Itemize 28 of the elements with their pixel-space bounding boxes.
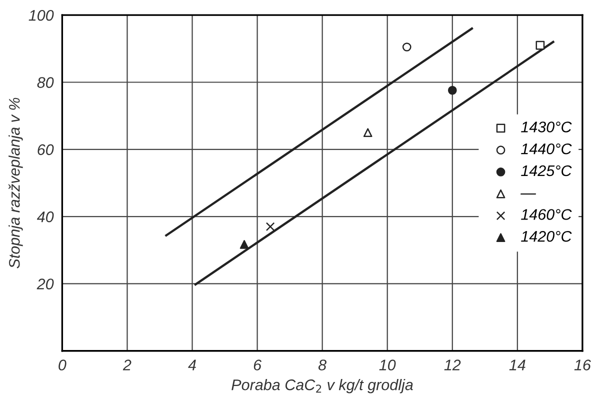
point — [536, 40, 545, 50]
point — [402, 42, 412, 52]
legend-label: 1430°C — [521, 122, 572, 132]
x-tick-label: 0 — [58, 360, 66, 370]
x-tick-label: 12 — [444, 360, 461, 370]
y-tick-label: 60 — [38, 144, 54, 156]
y-tick-label: 100 — [28, 10, 54, 21]
legend-label: — — [520, 193, 536, 195]
x-tick-label: 8 — [318, 360, 326, 370]
x-axis-title: Poraba CaC$_{2}$ v kg/t grodlja — [232, 379, 413, 394]
y-tick-label: 40 — [36, 211, 54, 222]
y-tick-label: 80 — [37, 77, 54, 88]
x-tick-label: 4 — [188, 360, 196, 370]
point — [363, 128, 372, 138]
y-tick-label: 20 — [36, 278, 54, 290]
point — [266, 222, 275, 232]
legend-label: 1440°C — [521, 143, 572, 154]
legend-label: 1425°C — [521, 165, 572, 176]
legend-label: 1420°C — [521, 230, 572, 242]
point — [240, 240, 249, 249]
point — [448, 86, 457, 95]
y-axis-title: Stopnja razžveplanja v % — [8, 98, 23, 268]
x-tick-label: 10 — [379, 360, 396, 370]
x-tick-label: 14 — [509, 360, 526, 370]
x-tick-label: 2 — [122, 360, 132, 370]
x-tick-label: 16 — [574, 360, 591, 370]
x-tick-label: 6 — [254, 360, 262, 370]
legend-label: 1460°C — [521, 209, 572, 220]
